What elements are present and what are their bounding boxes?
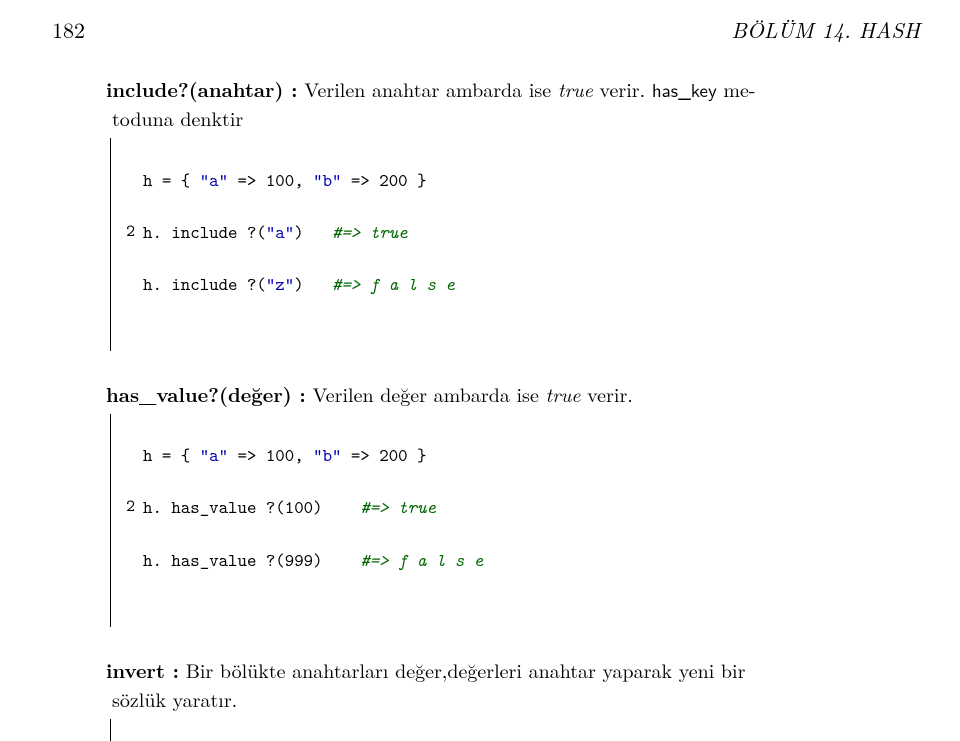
entry-invert: invert : Bir bölükte anahtarları değer,d…	[52, 655, 920, 741]
code-tok: )	[294, 272, 332, 296]
lineno: 2	[119, 494, 135, 520]
chapter-title: BÖLÜM 14. HASH	[731, 14, 920, 46]
code-tok: h. has_value ?(999)	[143, 548, 360, 572]
lineno: 2	[119, 219, 135, 245]
code-comment: #=> f a l s e	[332, 272, 455, 296]
entry-has-value: has_value?(değer) : Verilen değer ambard…	[52, 379, 920, 627]
entry-include: include?(anahtar) : Verilen anahtar amba…	[52, 74, 920, 351]
code-line: h. has_value ?(999) #=> f a l s e	[119, 547, 920, 573]
code-tok: h. include ?(	[143, 272, 266, 296]
code-tok: h. include ?(	[143, 220, 266, 244]
code-str: "z"	[266, 272, 294, 296]
code-tok: => 100,	[228, 168, 313, 192]
code-line: 2 h. include ?("a") #=> true	[119, 219, 920, 245]
true-word: true	[545, 379, 580, 408]
desc-text: verir.	[581, 379, 633, 408]
page-header: 182 BÖLÜM 14. HASH	[52, 14, 920, 46]
desc-text-line2: sözlük yaratır.	[112, 684, 237, 713]
tt-has-key: has_key	[652, 75, 717, 103]
desc-text-line2: toduna denktir	[112, 103, 243, 132]
desc-text: Verilen anahtar ambarda ise	[298, 74, 558, 103]
page-number: 182	[52, 14, 85, 46]
code-comment: #=> true	[360, 495, 436, 519]
desc-text: verir.	[593, 74, 652, 103]
code-str: "a"	[266, 220, 294, 244]
term-include: include?(anahtar) :	[106, 74, 298, 103]
code-tok: h = {	[143, 168, 200, 192]
desc-text: Verilen değer ambarda ise	[306, 379, 546, 408]
code-tok: => 200 }	[341, 443, 426, 467]
code-tok: => 200 }	[341, 168, 426, 192]
desc-text: me-	[717, 74, 756, 103]
entry-include-desc: include?(anahtar) : Verilen anahtar amba…	[52, 74, 920, 133]
code-line: 2 h. has_value ?(100) #=> true	[119, 494, 920, 520]
code-invert: h = { "n" => 100, "m" => 100, "y" => 300…	[110, 719, 920, 741]
code-tok: h. has_value ?(100)	[143, 495, 360, 519]
code-include: h = { "a" => 100, "b" => 200 } 2 h. inclu…	[110, 138, 920, 351]
term-has-value: has_value?(değer) :	[106, 379, 306, 408]
desc-text: Bir bölükte anahtarları değer,değerleri …	[179, 655, 745, 684]
code-str: "a"	[200, 443, 228, 467]
code-tok: h = {	[143, 443, 200, 467]
code-comment: #=> true	[332, 220, 408, 244]
term-invert: invert :	[106, 655, 179, 684]
code-line: h. include ?("z") #=> f a l s e	[119, 271, 920, 297]
code-line: h = { "a" => 100, "b" => 200 }	[119, 167, 920, 193]
entry-has-value-desc: has_value?(değer) : Verilen değer ambard…	[52, 379, 920, 408]
entry-invert-desc: invert : Bir bölükte anahtarları değer,d…	[52, 655, 920, 713]
true-word: true	[558, 74, 593, 103]
code-tok: )	[294, 220, 332, 244]
code-comment: #=> f a l s e	[360, 548, 483, 572]
code-tok: => 100,	[228, 443, 313, 467]
code-str: "a"	[200, 168, 228, 192]
code-has-value: h = { "a" => 100, "b" => 200 } 2 h. has_v…	[110, 414, 920, 627]
code-line: h = { "a" => 100, "b" => 200 }	[119, 442, 920, 468]
code-str: "b"	[313, 443, 341, 467]
code-str: "b"	[313, 168, 341, 192]
